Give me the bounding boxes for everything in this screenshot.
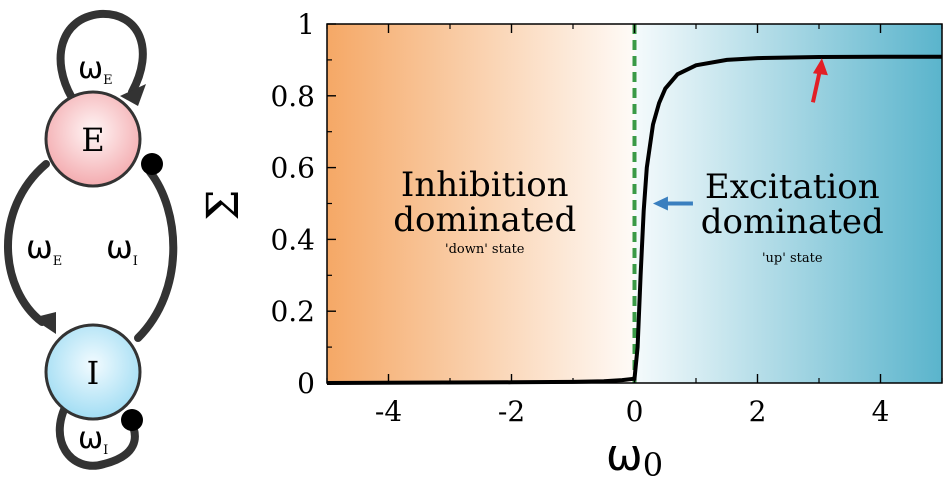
y-tick-label: 1 <box>297 8 315 41</box>
node-e-label: E <box>81 121 104 159</box>
x-tick-label: 2 <box>749 395 767 428</box>
e-to-i-arrowhead <box>32 312 56 334</box>
i-self-loop-inhibitory-dot <box>121 409 143 431</box>
e-self-loop-arrowhead <box>120 84 146 106</box>
blue-arrow <box>652 196 693 211</box>
sigma-vs-omega-chart: Inhibition dominated 'down' state Excita… <box>198 8 943 479</box>
y-tick-label: 0.2 <box>270 295 315 328</box>
plot-frame <box>326 23 943 384</box>
i-self-loop-label: ωI <box>78 421 108 458</box>
excitation-title-line1: Excitation <box>705 167 880 207</box>
x-tick-label: 4 <box>872 395 890 428</box>
node-i-label: I <box>87 354 100 392</box>
node-i <box>44 323 142 421</box>
y-tick-label: 0.4 <box>270 223 315 256</box>
x-tick-label: 0 <box>626 395 644 428</box>
e-self-loop <box>56 9 147 102</box>
y-axis-label: Σ <box>198 189 249 220</box>
i-to-e-connection <box>134 168 178 342</box>
ei-network-diagram: ωE ωE ωI ωI E I <box>4 9 178 470</box>
y-tick-label: 0 <box>297 367 315 400</box>
i-to-e-inhibitory-dot <box>141 153 163 175</box>
y-tick-label: 0.6 <box>270 152 315 185</box>
e-to-i-connection <box>4 160 50 326</box>
blue-arrow-head <box>652 196 668 211</box>
y-tick-label: 0.8 <box>270 80 315 113</box>
red-arrow-head <box>812 58 828 76</box>
series-line <box>326 54 942 385</box>
x-axis-label: ω0 <box>606 430 663 479</box>
i-self-loop <box>55 394 139 470</box>
inhibition-title-line2: dominated <box>393 200 576 240</box>
inhibition-title-line1: Inhibition <box>401 165 569 205</box>
i-to-e-label: ωI <box>106 228 138 269</box>
excitation-title-line2: dominated <box>701 202 884 242</box>
inhibition-region <box>327 24 635 383</box>
x-tick-label: -4 <box>375 395 402 428</box>
excitation-subtitle: 'up' state <box>762 251 823 266</box>
x-tick-label: -2 <box>498 395 525 428</box>
red-arrow-shaft <box>810 69 822 103</box>
red-arrow <box>810 58 828 103</box>
e-to-i-label: ωE <box>26 228 62 269</box>
e-self-loop-label: ωE <box>78 51 113 88</box>
inhibition-subtitle: 'down' state <box>445 242 525 257</box>
node-e <box>44 90 142 188</box>
